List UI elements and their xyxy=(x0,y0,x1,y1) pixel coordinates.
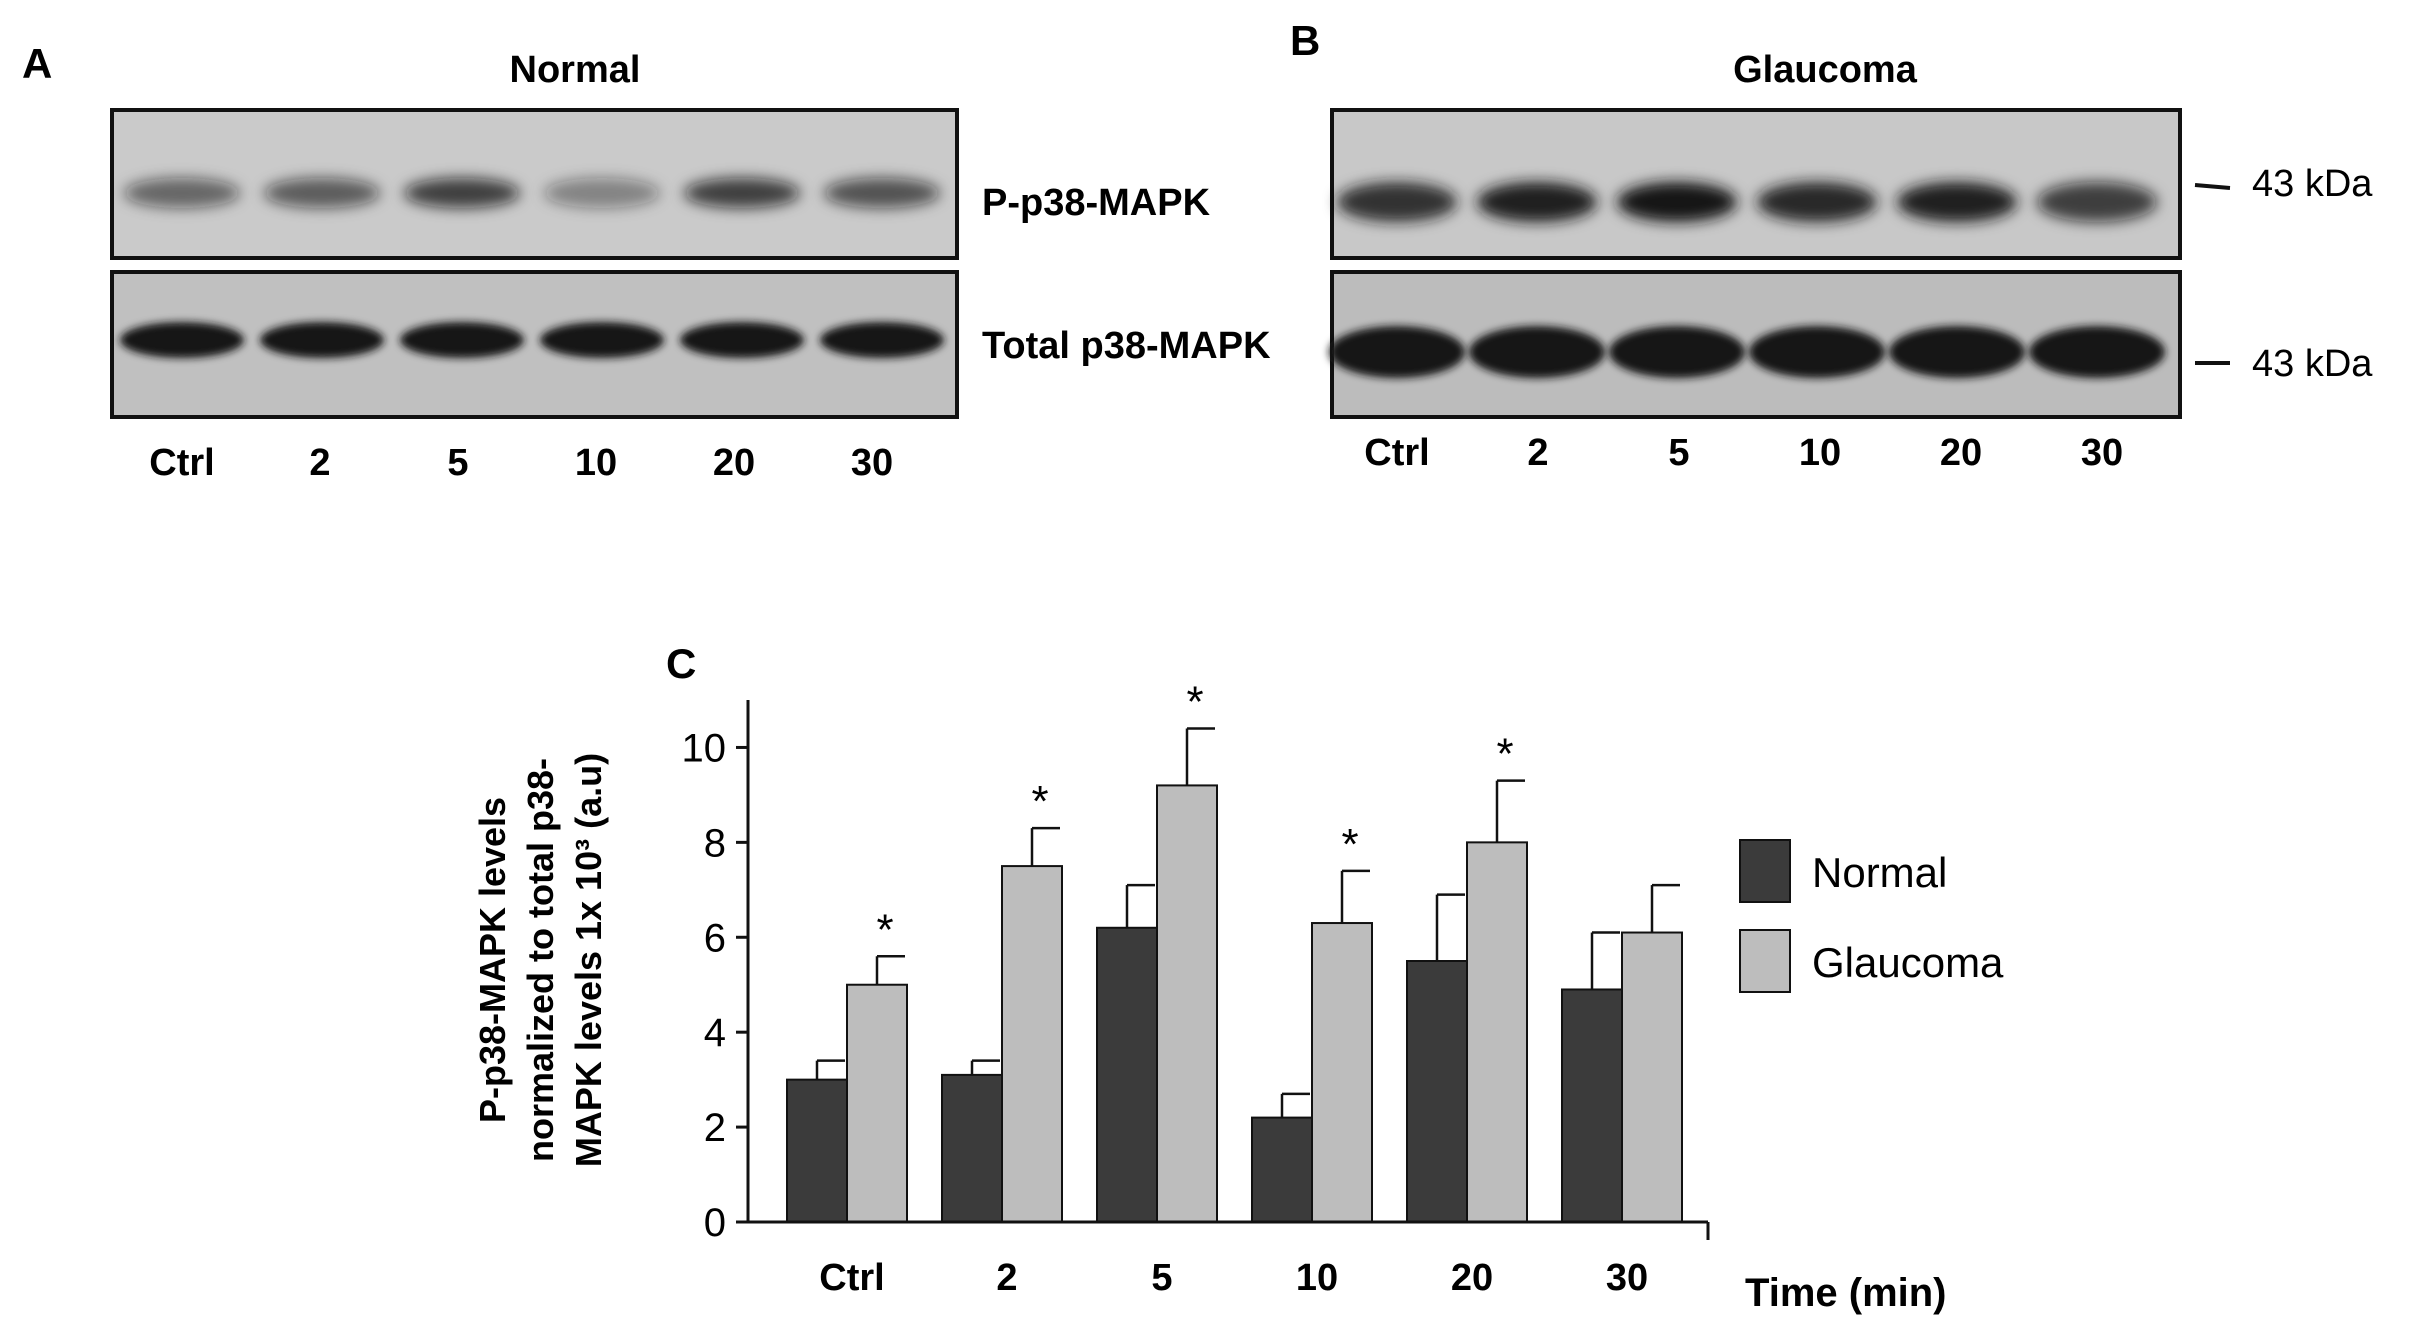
bar-normal xyxy=(941,1073,1003,1223)
x-tick-label: 20 xyxy=(1451,1257,1493,1299)
bar-normal xyxy=(1251,1116,1313,1223)
lane-label: 20 xyxy=(1940,432,1982,474)
legend: Normal Glaucoma xyxy=(1739,839,2004,993)
blot-band xyxy=(544,178,660,208)
panel-a-bottom-bands xyxy=(120,322,944,358)
blot-band xyxy=(2037,182,2157,222)
panel-a-bottom-blot xyxy=(110,270,959,419)
bar-glaucoma xyxy=(1156,784,1218,1223)
legend-label-glaucoma: Glaucoma xyxy=(1812,939,2004,986)
y-axis-label-line: P-p38-MAPK levels xyxy=(472,797,513,1123)
panel-b-top-marker-tick xyxy=(2194,183,2231,190)
legend-swatch-normal xyxy=(1739,839,1791,903)
y-tick-label: 8 xyxy=(704,821,726,865)
blot-band xyxy=(1757,182,1877,222)
x-tick-label: 2 xyxy=(996,1257,1017,1299)
x-tick-label: 30 xyxy=(1606,1257,1648,1299)
panel-b-lane-labels: Ctrl 2 5 10 20 30 xyxy=(1364,432,2123,474)
significance-star: * xyxy=(876,905,893,954)
x-axis: Ctrl 2 5 10 20 30 xyxy=(748,1220,1710,1299)
panel-a-letter: A xyxy=(22,40,52,87)
blot-band xyxy=(1609,326,1745,378)
lane-label: 2 xyxy=(1527,432,1548,474)
blot-band xyxy=(540,322,664,358)
panel-b-title: Glaucoma xyxy=(1733,49,1918,91)
lane-label: 30 xyxy=(2081,432,2123,474)
y-tick-label: 6 xyxy=(704,916,726,960)
panel-b-bottom-bands xyxy=(1329,326,2165,378)
panel-a-lane-labels: Ctrl 2 5 10 20 30 xyxy=(149,442,893,484)
panel-c-letter: C xyxy=(666,640,696,687)
blot-band xyxy=(124,178,240,208)
blot-band xyxy=(1477,182,1597,222)
lane-label: 20 xyxy=(713,442,755,484)
blot-band xyxy=(680,322,804,358)
bar-normal xyxy=(1096,926,1158,1223)
panel-a-bottom-blot-label: Total p38-MAPK xyxy=(982,325,1271,367)
lane-label: 10 xyxy=(1799,432,1841,474)
blot-band xyxy=(404,178,520,208)
lane-label: Ctrl xyxy=(1364,432,1429,474)
blot-band xyxy=(1469,326,1605,378)
panel-a-top-blot xyxy=(110,108,959,260)
blot-band xyxy=(1749,326,1885,378)
bar-glaucoma xyxy=(1621,931,1683,1223)
y-axis-label: P-p38-MAPK levels normalized to total p38… xyxy=(472,753,609,1167)
blot-band xyxy=(1897,182,2017,222)
legend-label-normal: Normal xyxy=(1812,849,1947,896)
bar-normal xyxy=(786,1078,848,1223)
blot-band xyxy=(1889,326,2025,378)
bar-normal xyxy=(1406,960,1468,1223)
y-tick-label: 10 xyxy=(682,726,727,770)
blot-band xyxy=(120,322,244,358)
panel-b-top-bands xyxy=(1337,182,2157,222)
y-tick-label: 2 xyxy=(704,1106,726,1150)
y-tick-label: 0 xyxy=(704,1201,726,1245)
blot-band xyxy=(264,178,380,208)
y-axis: 0 2 4 6 8 10 xyxy=(682,700,750,1245)
blot-band xyxy=(824,178,940,208)
panel-b-bottom-marker: 43 kDa xyxy=(2252,343,2373,385)
lane-label: 10 xyxy=(575,442,617,484)
significance-star: * xyxy=(1496,730,1513,779)
legend-swatch-glaucoma xyxy=(1739,929,1791,993)
y-tick-label: 4 xyxy=(704,1011,726,1055)
blot-band xyxy=(1329,326,1465,378)
panel-a-top-bands xyxy=(124,178,940,208)
significance-star: * xyxy=(1031,777,1048,826)
significance-star: * xyxy=(1341,820,1358,869)
blot-band xyxy=(1617,182,1737,222)
blot-band xyxy=(1337,182,1457,222)
panel-b-top-marker: 43 kDa xyxy=(2252,163,2373,205)
bar-glaucoma xyxy=(1311,922,1373,1223)
panel-b-letter: B xyxy=(1290,17,1320,64)
significance-star: * xyxy=(1186,677,1203,726)
panel-a-title: Normal xyxy=(510,49,641,91)
lane-label: 30 xyxy=(851,442,893,484)
blot-band xyxy=(820,322,944,358)
blot-band xyxy=(2029,326,2165,378)
x-tick-label: 5 xyxy=(1151,1257,1172,1299)
blot-band xyxy=(684,178,800,208)
bar-glaucoma xyxy=(846,983,908,1224)
lane-label: Ctrl xyxy=(149,442,214,484)
panel-a-top-blot-label: P-p38-MAPK xyxy=(982,182,1211,224)
blot-band xyxy=(400,322,524,358)
bars: * * * * * xyxy=(786,677,1683,1224)
lane-label: 5 xyxy=(447,442,468,484)
lane-label: 5 xyxy=(1668,432,1689,474)
y-axis-label-line: MAPK levels 1x 10³ (a.u) xyxy=(568,753,609,1167)
x-axis-label: Time (min) xyxy=(1745,1271,1947,1315)
lane-label: 2 xyxy=(309,442,330,484)
blot-band xyxy=(260,322,384,358)
y-axis-label-line: normalized to total p38- xyxy=(520,758,561,1162)
x-tick-label: Ctrl xyxy=(819,1257,884,1299)
bar-glaucoma xyxy=(1466,841,1528,1223)
x-tick-label: 10 xyxy=(1296,1257,1338,1299)
bar-normal xyxy=(1561,988,1623,1223)
panel-b-top-blot xyxy=(1330,108,2182,260)
bar-glaucoma xyxy=(1001,865,1063,1223)
